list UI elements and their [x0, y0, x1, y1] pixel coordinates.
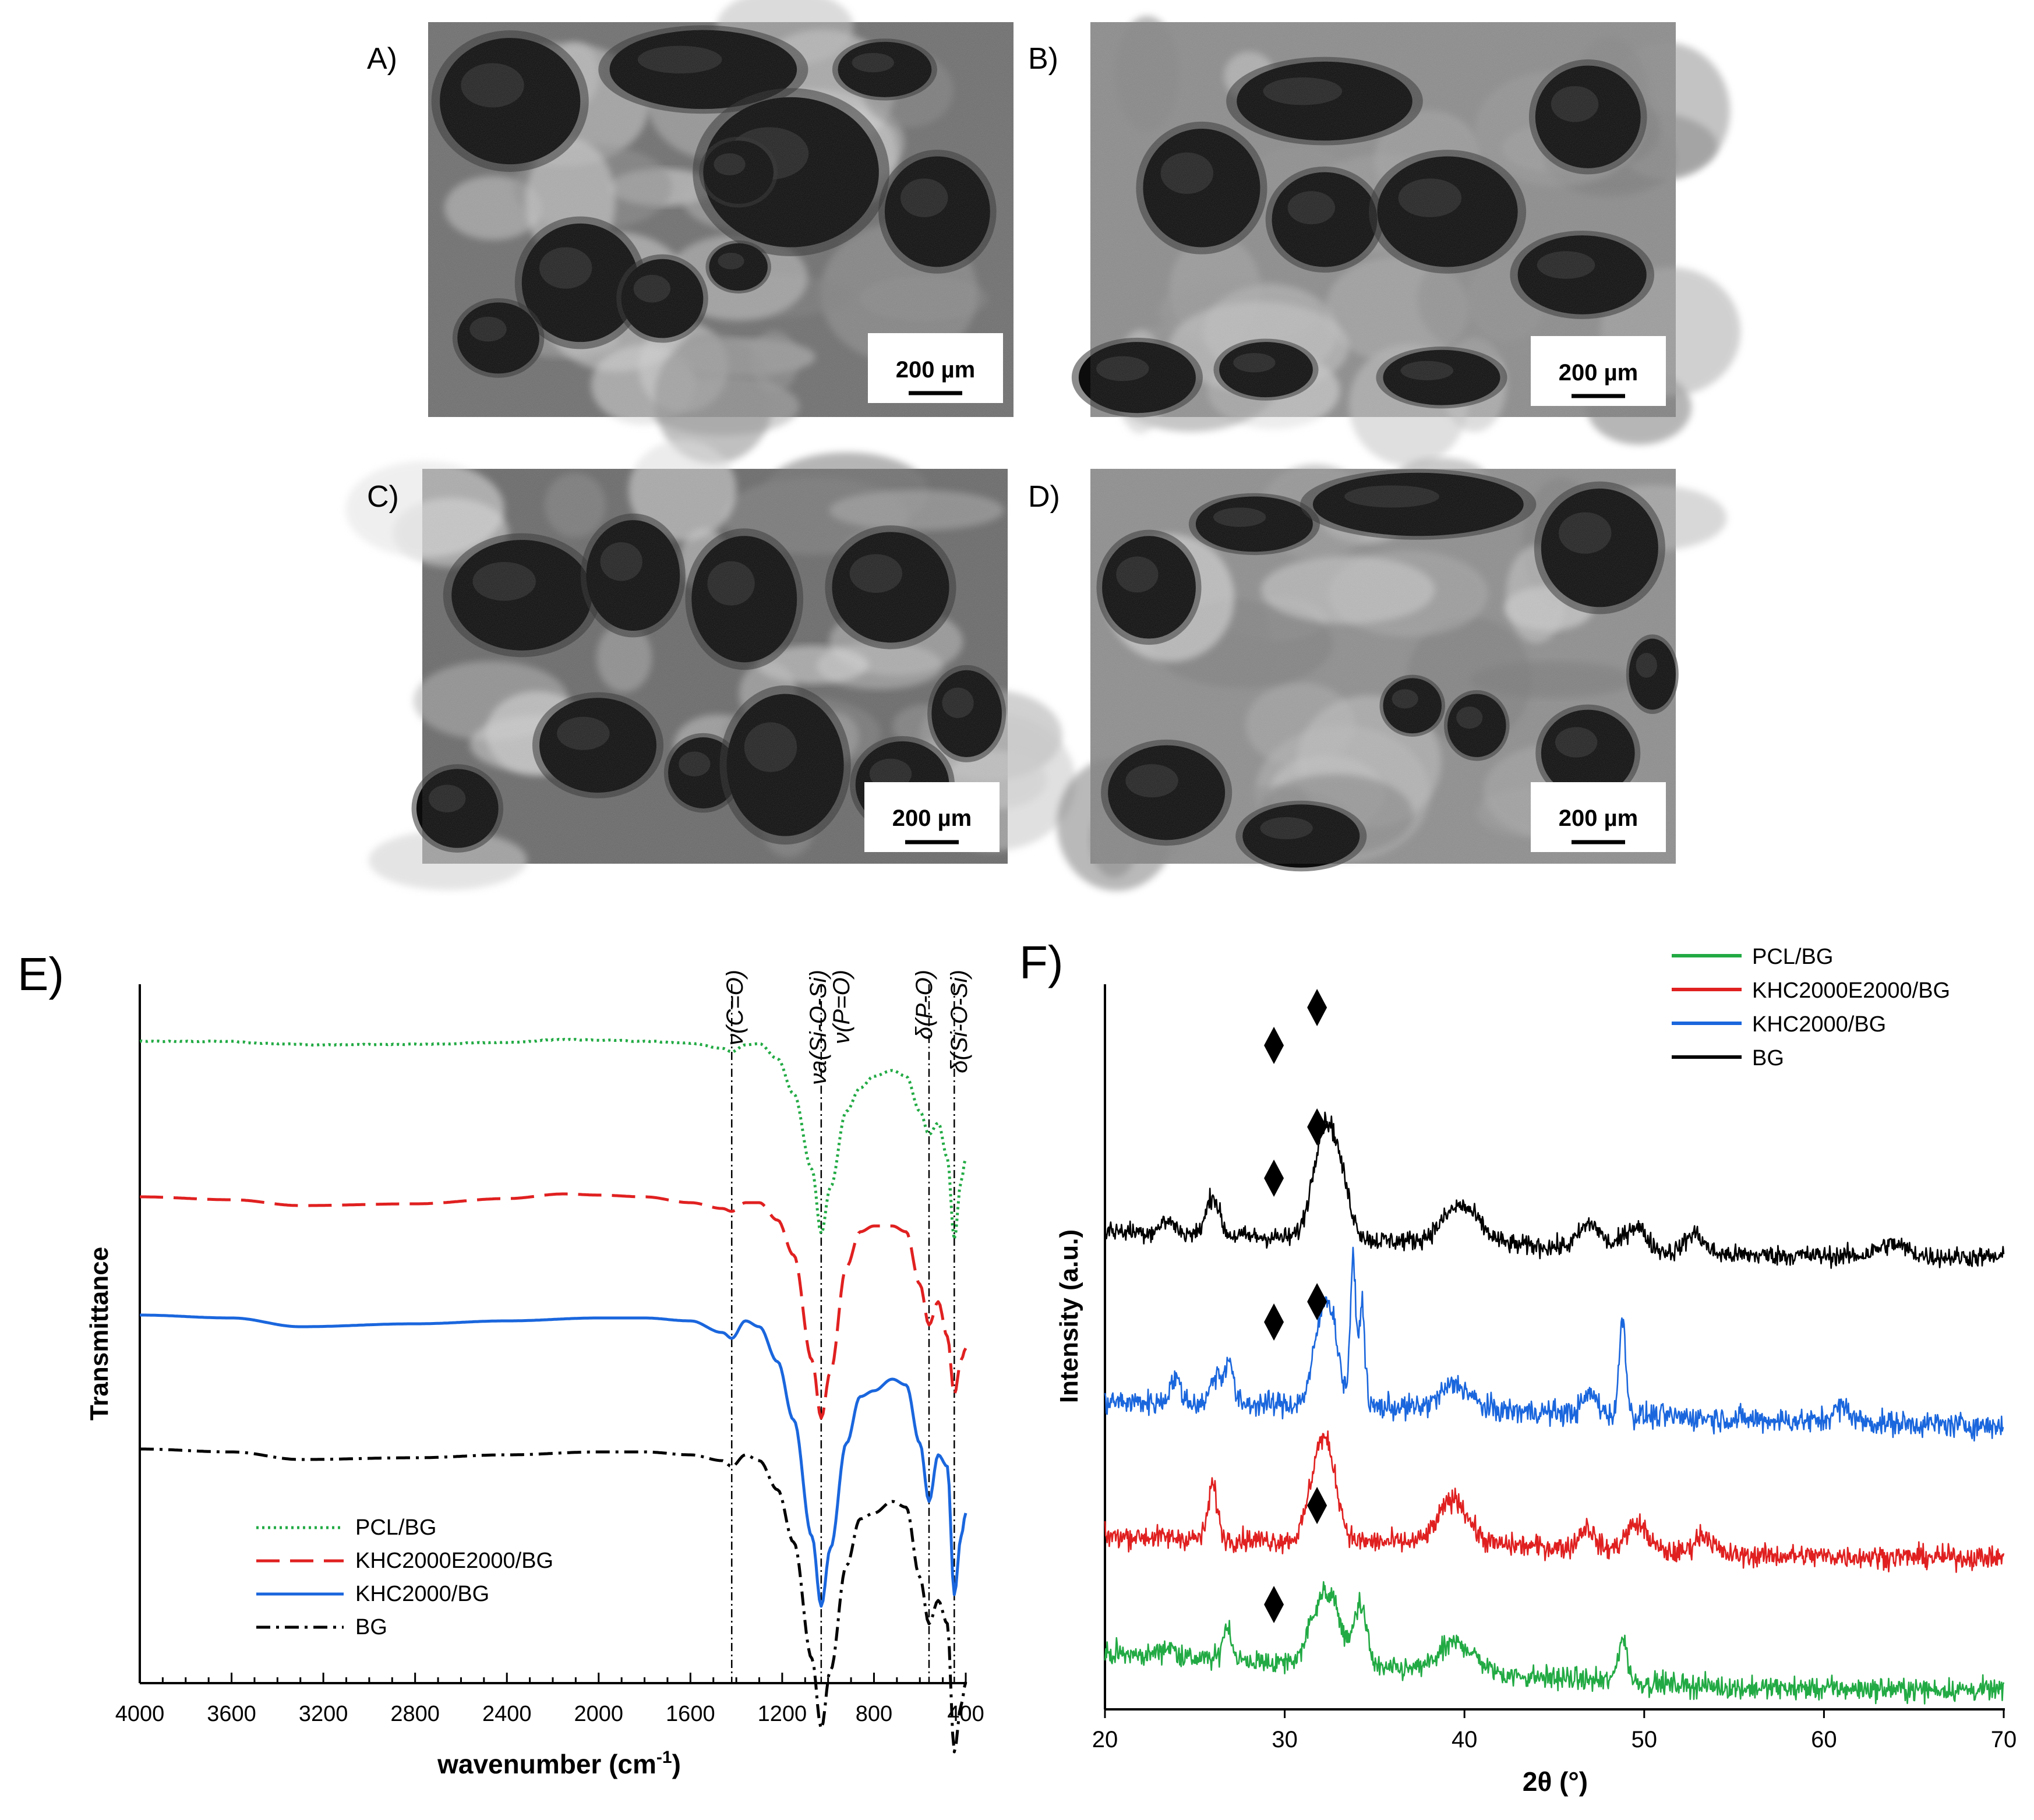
xrd-phase-marker: [1264, 1160, 1284, 1197]
xrd-legend-label: BG: [1752, 1046, 1784, 1070]
panel-letter-a: A): [367, 42, 397, 76]
ftir-x-axis-label-end: ): [672, 1749, 681, 1779]
xrd-phase-marker: [1264, 1303, 1284, 1341]
sem-image-c: [345, 440, 1076, 890]
ftir-x-tick-label: 4000: [115, 1702, 165, 1726]
xrd-legend-label: KHC2000E2000/BG: [1752, 978, 1950, 1003]
scale-bar-label: 200 µm: [1559, 360, 1638, 386]
xrd-phase-marker: [1264, 1586, 1284, 1623]
xrd-x-tick-label: 20: [1092, 1727, 1118, 1752]
ftir-series-bg: [140, 1447, 967, 1754]
ftir-legend-label: KHC2000E2000/BG: [355, 1549, 553, 1573]
xrd-series-bg: [1104, 1111, 2005, 1269]
ftir-x-tick-label: 2000: [574, 1702, 624, 1726]
ftir-x-tick-label: 2400: [482, 1702, 532, 1726]
ftir-x-tick-label: 400: [947, 1702, 984, 1726]
ftir-legend-label: KHC2000/BG: [355, 1582, 489, 1606]
ftir-series-khc2000e2000-bg: [140, 1192, 967, 1420]
ftir-band-label: νa(Si-O-Si): [806, 970, 831, 1085]
xrd-legend-label: PCL/BG: [1752, 945, 1833, 969]
xrd-phase-marker: [1307, 1108, 1327, 1146]
ftir-x-tick-label: 3200: [299, 1702, 348, 1726]
ftir-x-axis-label-sup: -1: [656, 1748, 672, 1767]
panel-letter-d: D): [1028, 480, 1060, 514]
xrd-x-tick-label: 70: [1991, 1727, 2017, 1752]
xrd-series-khc2000-bg: [1104, 1246, 2004, 1442]
xrd-x-tick-label: 30: [1272, 1727, 1298, 1752]
ftir-series-khc2000-bg: [140, 1313, 967, 1608]
ftir-y-axis-label: Transmittance: [85, 1247, 114, 1420]
ftir-x-tick-label: 3600: [207, 1702, 256, 1726]
scale-bar-a: 200 µm: [868, 333, 1003, 403]
scale-bar-label: 200 µm: [896, 357, 975, 383]
ftir-x-tick-label: 800: [856, 1702, 892, 1726]
ftir-chart: 4000 3600 3200 2800 2400 2000 1600 1200 800 400 ν…: [85, 970, 984, 1779]
scale-bar-label: 200 µm: [892, 805, 972, 831]
xrd-x-tick-label: 50: [1632, 1727, 1658, 1752]
xrd-series-khc2000e2000-bg: [1104, 1430, 2005, 1573]
sem-image-b: [1071, 16, 1741, 466]
ftir-x-axis-label-text: wavenumber (cm: [437, 1749, 656, 1779]
scale-bar-c: 200 µm: [864, 782, 1000, 852]
xrd-chart: 20 30 40 50 60 70 Intensity (a.u.) 2θ (°) PCL…: [1055, 945, 2017, 1797]
sem-micrographs: [345, 0, 1741, 891]
panel-letter-f: F): [1019, 936, 1064, 988]
scale-bar-b: 200 µm: [1531, 336, 1666, 406]
ftir-x-tick-label: 2800: [390, 1702, 440, 1726]
xrd-series-pcl-bg: [1104, 1581, 2005, 1705]
scale-bar-d: 200 µm: [1531, 782, 1666, 852]
xrd-y-axis-label: Intensity (a.u.): [1055, 1229, 1083, 1403]
xrd-x-axis-label: 2θ (°): [1523, 1766, 1588, 1797]
scale-bar-label: 200 µm: [1559, 805, 1638, 831]
xrd-x-tick-label: 40: [1452, 1727, 1478, 1752]
xrd-x-tick-label: 60: [1811, 1727, 1837, 1752]
panel-letter-c: C): [367, 480, 399, 514]
xrd-phase-marker: [1307, 1487, 1327, 1524]
ftir-series-pcl-bg: [139, 1038, 967, 1241]
xrd-phase-marker: [1307, 989, 1327, 1026]
xrd-legend-label: KHC2000/BG: [1752, 1012, 1886, 1037]
ftir-x-tick-label: 1200: [758, 1702, 807, 1726]
ftir-legend-label: PCL/BG: [355, 1515, 436, 1540]
sem-image-a: [428, 0, 1014, 464]
panel-letter-b: B): [1028, 42, 1058, 76]
ftir-band-label: ν(C=O): [722, 970, 748, 1045]
xrd-phase-marker: [1264, 1027, 1284, 1064]
ftir-band-label: δ(P-O): [912, 970, 937, 1040]
xrd-phase-marker: [1307, 1283, 1327, 1320]
ftir-legend-label: BG: [355, 1615, 387, 1639]
sem-image-d: [1057, 458, 1727, 891]
ftir-x-axis-label: wavenumber (cm-1): [437, 1748, 681, 1779]
ftir-x-tick-label: 1600: [666, 1702, 715, 1726]
panel-letter-e: E): [17, 948, 64, 1000]
ftir-band-label: ν(P=O): [829, 970, 854, 1044]
ftir-band-label: δ(Si-O-Si): [947, 970, 972, 1073]
